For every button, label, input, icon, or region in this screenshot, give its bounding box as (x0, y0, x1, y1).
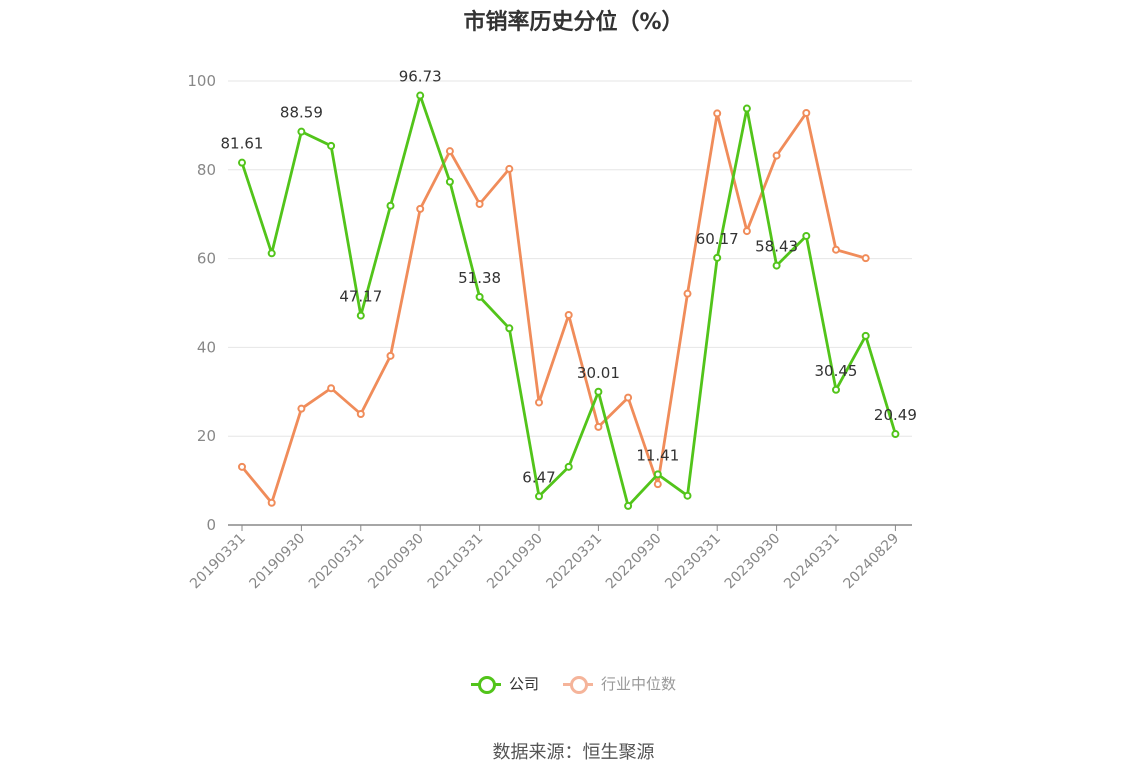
x-tick-label: 20220930 (603, 531, 665, 593)
industry-point (475, 199, 484, 208)
x-tick-label: 20190930 (247, 531, 309, 593)
industry-point (772, 151, 781, 160)
company-point (742, 104, 751, 113)
x-tick-label: 20200930 (365, 531, 427, 593)
legend-item-industry[interactable]: 行业中位数 (563, 673, 676, 694)
legend: 公司 行业中位数 (0, 673, 1147, 694)
industry-point (742, 227, 751, 236)
y-tick-label: 60 (197, 250, 216, 268)
company-point (238, 158, 246, 167)
industry-point (445, 147, 454, 156)
company-point (445, 177, 454, 186)
company-point (327, 141, 336, 150)
industry-point (267, 498, 276, 507)
data-label: 20.49 (874, 406, 917, 424)
company-point (535, 492, 543, 501)
industry-point (297, 404, 306, 413)
company-point (297, 127, 306, 136)
x-tick-label: 20230331 (662, 531, 724, 593)
legend-company-label: 公司 (508, 675, 539, 693)
company-point (475, 292, 484, 301)
data-label: 11.41 (636, 446, 679, 464)
industry-point (594, 422, 603, 431)
industry-point (416, 204, 425, 213)
industry-point (653, 480, 662, 489)
legend-industry-symbol-icon (563, 674, 593, 694)
industry-point (713, 109, 722, 118)
y-tick-label: 40 (197, 338, 216, 356)
x-tick-label: 20190331 (187, 531, 249, 593)
x-tick-label: 20210331 (425, 531, 487, 593)
company-point (356, 311, 365, 320)
industry-point (535, 398, 543, 407)
y-tick-label: 20 (197, 427, 216, 445)
industry-point (327, 384, 336, 393)
company-point (416, 91, 425, 100)
y-tick-label: 100 (187, 72, 216, 90)
data-label: 96.73 (399, 68, 442, 86)
data-label: 81.61 (221, 135, 264, 153)
industry-point (683, 289, 692, 298)
x-tick-label: 20240829 (841, 531, 903, 593)
chart-title: 市销率历史分位（%） (463, 10, 684, 35)
company-point (564, 462, 573, 471)
legend-industry-label: 行业中位数 (601, 675, 677, 693)
industry-point (238, 462, 246, 471)
legend-company-symbol-icon (470, 674, 501, 694)
legend-item-company[interactable]: 公司 (470, 673, 539, 694)
industry-point (356, 410, 365, 418)
company-point (594, 387, 603, 396)
data-label: 58.43 (755, 238, 798, 256)
y-tick-label: 80 (197, 161, 216, 179)
company-point (653, 470, 662, 479)
industry-point (505, 164, 514, 173)
data-label: 6.47 (522, 468, 555, 486)
industry-point (564, 310, 573, 319)
industry-point (802, 108, 811, 117)
x-tick-label: 20220331 (544, 531, 606, 593)
data-label: 88.59 (280, 104, 323, 122)
company-point (683, 491, 692, 500)
company-point (624, 501, 633, 510)
company-point (861, 331, 870, 340)
data-label: 47.17 (339, 288, 382, 306)
company-point (802, 231, 811, 240)
data-label: 30.01 (577, 364, 620, 382)
label-layer: 81.61 88.59 47.17 96.73 51.38 6.47 30.01 11.41 6… (221, 68, 917, 487)
grid-layer (228, 80, 912, 437)
industry-point (386, 351, 395, 360)
company-point (713, 253, 722, 262)
company-point (772, 261, 781, 270)
data-label: 51.38 (458, 269, 501, 287)
series-layer (238, 91, 900, 510)
industry-point (861, 254, 870, 263)
industry-point (624, 393, 633, 402)
company-point (386, 201, 395, 210)
data-label: 60.17 (696, 230, 739, 248)
company-point (505, 324, 514, 333)
x-tick-label: 20200331 (306, 531, 368, 593)
x-tick-label: 20230930 (722, 531, 784, 593)
source-note: 数据来源：恒生聚源 (492, 742, 655, 763)
y-tick-label: 0 (206, 516, 216, 534)
company-point (267, 249, 276, 258)
company-point (891, 430, 900, 439)
data-label: 30.45 (815, 362, 858, 380)
industry-point (832, 245, 840, 254)
company-point (832, 385, 840, 394)
x-tick-label: 20210930 (484, 531, 546, 593)
x-tick-label: 20240331 (781, 531, 843, 593)
